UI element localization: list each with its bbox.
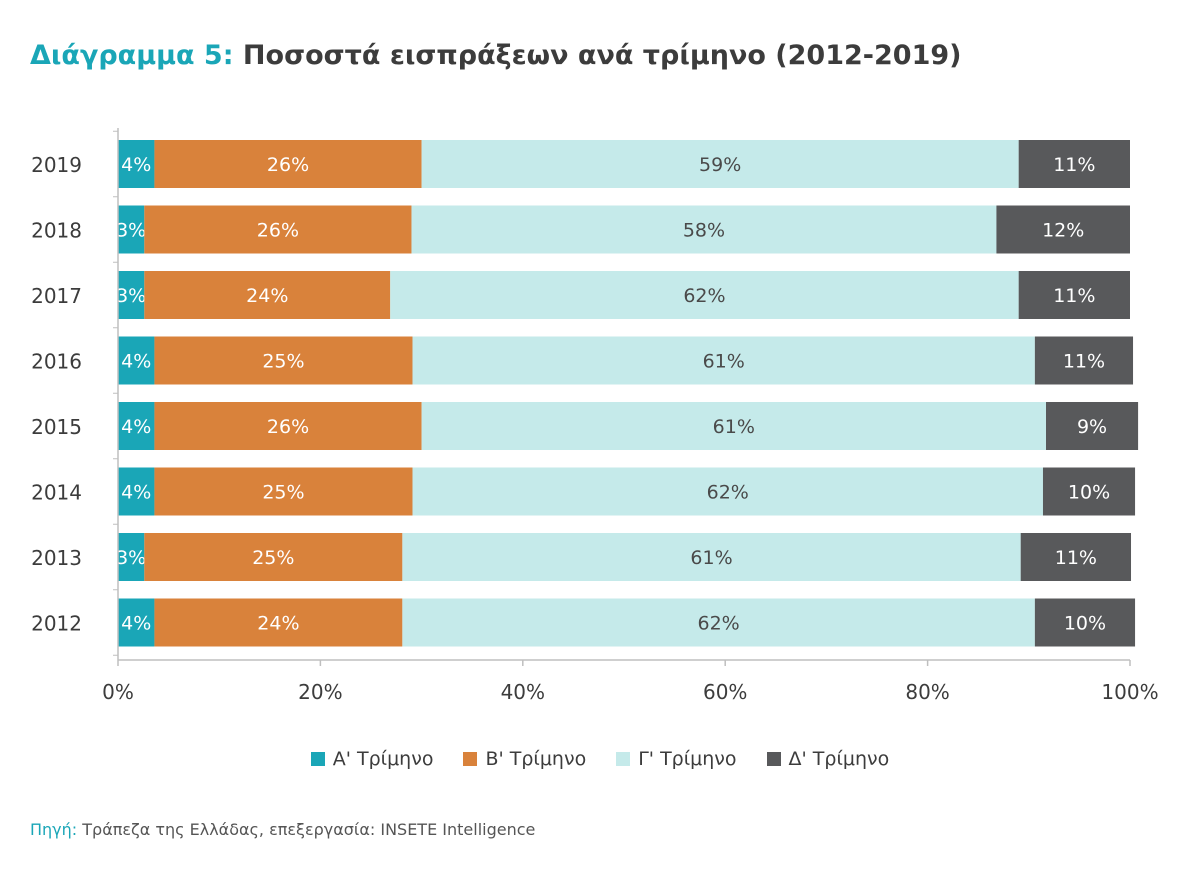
legend-item: Γ' Τρίμηνο bbox=[616, 748, 737, 770]
data-label: 4% bbox=[121, 482, 151, 504]
bar-segment bbox=[118, 336, 155, 385]
data-label: 61% bbox=[703, 351, 745, 373]
bar-segment bbox=[402, 598, 1035, 647]
data-label: 11% bbox=[1055, 547, 1097, 569]
legend-label: Δ' Τρίμηνο bbox=[788, 748, 890, 770]
data-label: 62% bbox=[683, 285, 725, 307]
bar-segment bbox=[421, 140, 1019, 188]
data-label: 10% bbox=[1068, 482, 1110, 504]
bar-segment bbox=[154, 140, 422, 188]
data-label: 62% bbox=[698, 613, 740, 635]
x-tick-label: 60% bbox=[703, 680, 747, 704]
data-label: 3% bbox=[116, 547, 146, 569]
bar-segment bbox=[421, 402, 1047, 450]
source-prefix: Πηγή: bbox=[30, 820, 78, 839]
stacked-bar-chart: 4% 26% 59% 11% 2019 3% 26% 58% 12% 2018 3% 24% 62% 11… bbox=[31, 128, 1159, 704]
bar-segment bbox=[996, 205, 1130, 254]
bar-segment bbox=[411, 205, 997, 254]
bar-segment bbox=[1034, 598, 1136, 647]
y-tick-label: 2017 bbox=[31, 284, 82, 308]
bar-segment bbox=[154, 402, 422, 450]
bar-segment bbox=[118, 533, 145, 581]
y-tick-label: 2019 bbox=[31, 153, 82, 177]
data-label: 61% bbox=[690, 547, 732, 569]
data-label: 61% bbox=[713, 416, 755, 438]
source-note: Πηγή: Τράπεζα της Ελλάδας, επεξεργασία: … bbox=[30, 820, 535, 839]
data-label: 25% bbox=[262, 351, 304, 373]
legend-label: Β' Τρίμηνο bbox=[485, 748, 587, 770]
bar-segment bbox=[412, 336, 1035, 385]
bar-segment bbox=[1018, 140, 1130, 188]
bar-segment bbox=[1018, 271, 1130, 319]
bar-segment bbox=[144, 271, 391, 319]
chart-title-prefix: Διάγραμμα 5: bbox=[30, 40, 234, 71]
bar-segment bbox=[1046, 402, 1139, 450]
bar-segment bbox=[412, 467, 1043, 516]
legend-swatch bbox=[463, 752, 478, 766]
bar-segment bbox=[118, 467, 155, 516]
data-label: 11% bbox=[1053, 285, 1095, 307]
data-label: 3% bbox=[116, 220, 146, 242]
legend-item: Β' Τρίμηνο bbox=[463, 748, 586, 770]
x-tick-label: 80% bbox=[905, 680, 949, 704]
data-label: 4% bbox=[121, 613, 151, 635]
bar-segment bbox=[1034, 336, 1134, 385]
chart-title-main: Ποσοστά εισπράξεων ανά τρίμηνο (2012-201… bbox=[242, 40, 962, 71]
data-label: 3% bbox=[116, 285, 146, 307]
legend-label: Γ' Τρίμηνο bbox=[638, 748, 737, 770]
bar-segment bbox=[118, 402, 155, 450]
data-label: 4% bbox=[121, 154, 151, 176]
data-label: 59% bbox=[699, 154, 741, 176]
y-tick-label: 2016 bbox=[31, 350, 82, 374]
data-label: 26% bbox=[267, 154, 309, 176]
bar-segment bbox=[144, 205, 412, 254]
data-label: 4% bbox=[121, 416, 151, 438]
data-label: 12% bbox=[1042, 220, 1084, 242]
data-label: 26% bbox=[257, 220, 299, 242]
legend-swatch bbox=[766, 752, 781, 766]
data-label: 62% bbox=[707, 482, 749, 504]
x-tick-label: 20% bbox=[298, 680, 342, 704]
x-tick-label: 100% bbox=[1101, 680, 1158, 704]
y-tick-label: 2012 bbox=[31, 612, 82, 636]
bar-segment bbox=[402, 533, 1021, 581]
data-label: 24% bbox=[246, 285, 288, 307]
bar-segment bbox=[154, 467, 413, 516]
y-tick-label: 2018 bbox=[31, 219, 82, 243]
data-label: 10% bbox=[1064, 613, 1106, 635]
data-label: 11% bbox=[1063, 351, 1105, 373]
data-label: 26% bbox=[267, 416, 309, 438]
y-tick-label: 2013 bbox=[31, 546, 82, 570]
chart-title: Διάγραμμα 5: Ποσοστά εισπράξεων ανά τρίμ… bbox=[30, 40, 961, 71]
y-tick-label: 2014 bbox=[31, 481, 82, 505]
legend-swatch bbox=[616, 752, 631, 766]
data-label: 25% bbox=[262, 482, 304, 504]
bar-segment bbox=[154, 336, 413, 385]
bar-segment bbox=[154, 598, 403, 647]
bar-segment bbox=[118, 271, 145, 319]
bar-segment bbox=[1020, 533, 1132, 581]
data-label: 25% bbox=[252, 547, 294, 569]
legend-item: Δ' Τρίμηνο bbox=[766, 748, 890, 770]
data-label: 58% bbox=[683, 220, 725, 242]
data-label: 11% bbox=[1053, 154, 1095, 176]
y-tick-label: 2015 bbox=[31, 415, 82, 439]
x-tick-label: 0% bbox=[102, 680, 134, 704]
legend-label: Α' Τρίμηνο bbox=[332, 748, 434, 770]
legend-swatch bbox=[310, 752, 325, 766]
bar-segment bbox=[144, 533, 403, 581]
bar-segment bbox=[118, 140, 155, 188]
bar-segment bbox=[118, 205, 145, 254]
data-label: 9% bbox=[1077, 416, 1107, 438]
x-tick-label: 40% bbox=[501, 680, 545, 704]
bar-segment bbox=[1042, 467, 1136, 516]
bar-segment bbox=[390, 271, 1019, 319]
bar-segment bbox=[118, 598, 155, 647]
data-label: 4% bbox=[121, 351, 151, 373]
legend-item: Α' Τρίμηνο bbox=[310, 748, 434, 770]
source-text: Τράπεζα της Ελλάδας, επεξεργασία: INSETE… bbox=[82, 820, 536, 839]
data-label: 24% bbox=[257, 613, 299, 635]
chart-legend: Α' Τρίμηνο Β' Τρίμηνο Γ' Τρίμηνο Δ' Τρίμηνο bbox=[0, 748, 1200, 770]
